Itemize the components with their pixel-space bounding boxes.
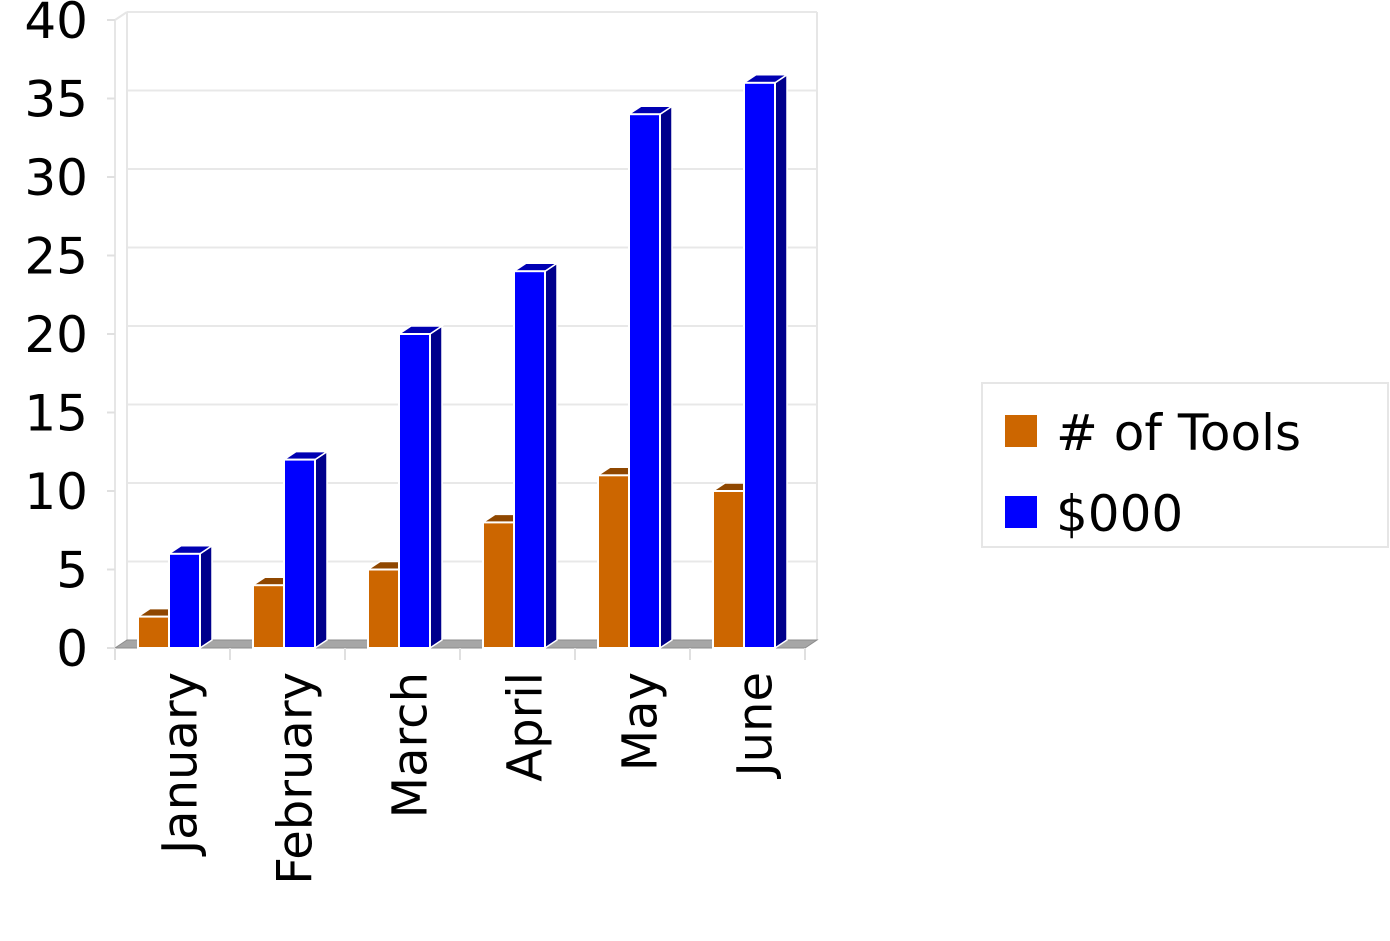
bar (741, 73, 790, 650)
bar-side (544, 261, 558, 650)
legend-box (981, 382, 1389, 548)
y-tick-label: 40 (24, 0, 88, 50)
legend-label-dollars: $000 (1056, 485, 1183, 543)
bar-side (774, 73, 788, 650)
y-tick-label: 5 (56, 542, 88, 600)
y-tick-label: 20 (24, 306, 88, 364)
x-tick-label: May (613, 672, 669, 771)
bar-side (659, 104, 673, 650)
plot-floor (113, 639, 819, 649)
x-tick-label: June (728, 672, 784, 780)
bar-front (597, 474, 630, 649)
bar (166, 544, 215, 650)
x-tick-label: February (268, 672, 324, 885)
y-tick-label: 0 (56, 620, 88, 678)
bar (281, 450, 330, 650)
x-axis: January February March April May June (114, 648, 806, 885)
bar-front (513, 270, 546, 649)
y-tick-label: 10 (24, 463, 88, 521)
legend: # of Tools $000 (981, 382, 1389, 548)
bar-side (429, 324, 443, 650)
y-tick-label: 30 (24, 149, 88, 207)
bar-front (367, 568, 400, 649)
bar-front (283, 458, 316, 649)
y-tick-label: 35 (24, 71, 88, 129)
bar (626, 104, 675, 650)
bar-side (314, 450, 328, 650)
x-tick-label: March (383, 672, 439, 818)
bar-side (199, 544, 213, 650)
plot-frame (114, 11, 818, 648)
legend-swatch-tools (1003, 413, 1039, 449)
bars (135, 73, 790, 650)
gridlines (127, 11, 817, 563)
bar (396, 324, 445, 650)
x-tick-label: April (498, 672, 554, 782)
bar-front (398, 333, 431, 649)
floor-plane (113, 639, 819, 649)
bar-front (482, 521, 515, 650)
bar-front (168, 552, 201, 649)
bar-front (137, 615, 170, 649)
x-tick-label: January (153, 672, 209, 857)
bar-front (712, 490, 745, 649)
legend-swatch-dollars (1003, 494, 1039, 530)
y-axis-cap (114, 11, 128, 21)
bar-front (252, 584, 285, 650)
y-axis: 0 5 10 15 20 25 30 35 40 (24, 0, 115, 678)
bar (511, 261, 560, 650)
bar-front (743, 81, 776, 650)
bar-front (628, 113, 661, 649)
y-tick-label: 25 (24, 228, 88, 286)
legend-label-tools: # of Tools (1056, 404, 1301, 462)
y-tick-label: 15 (24, 385, 88, 443)
